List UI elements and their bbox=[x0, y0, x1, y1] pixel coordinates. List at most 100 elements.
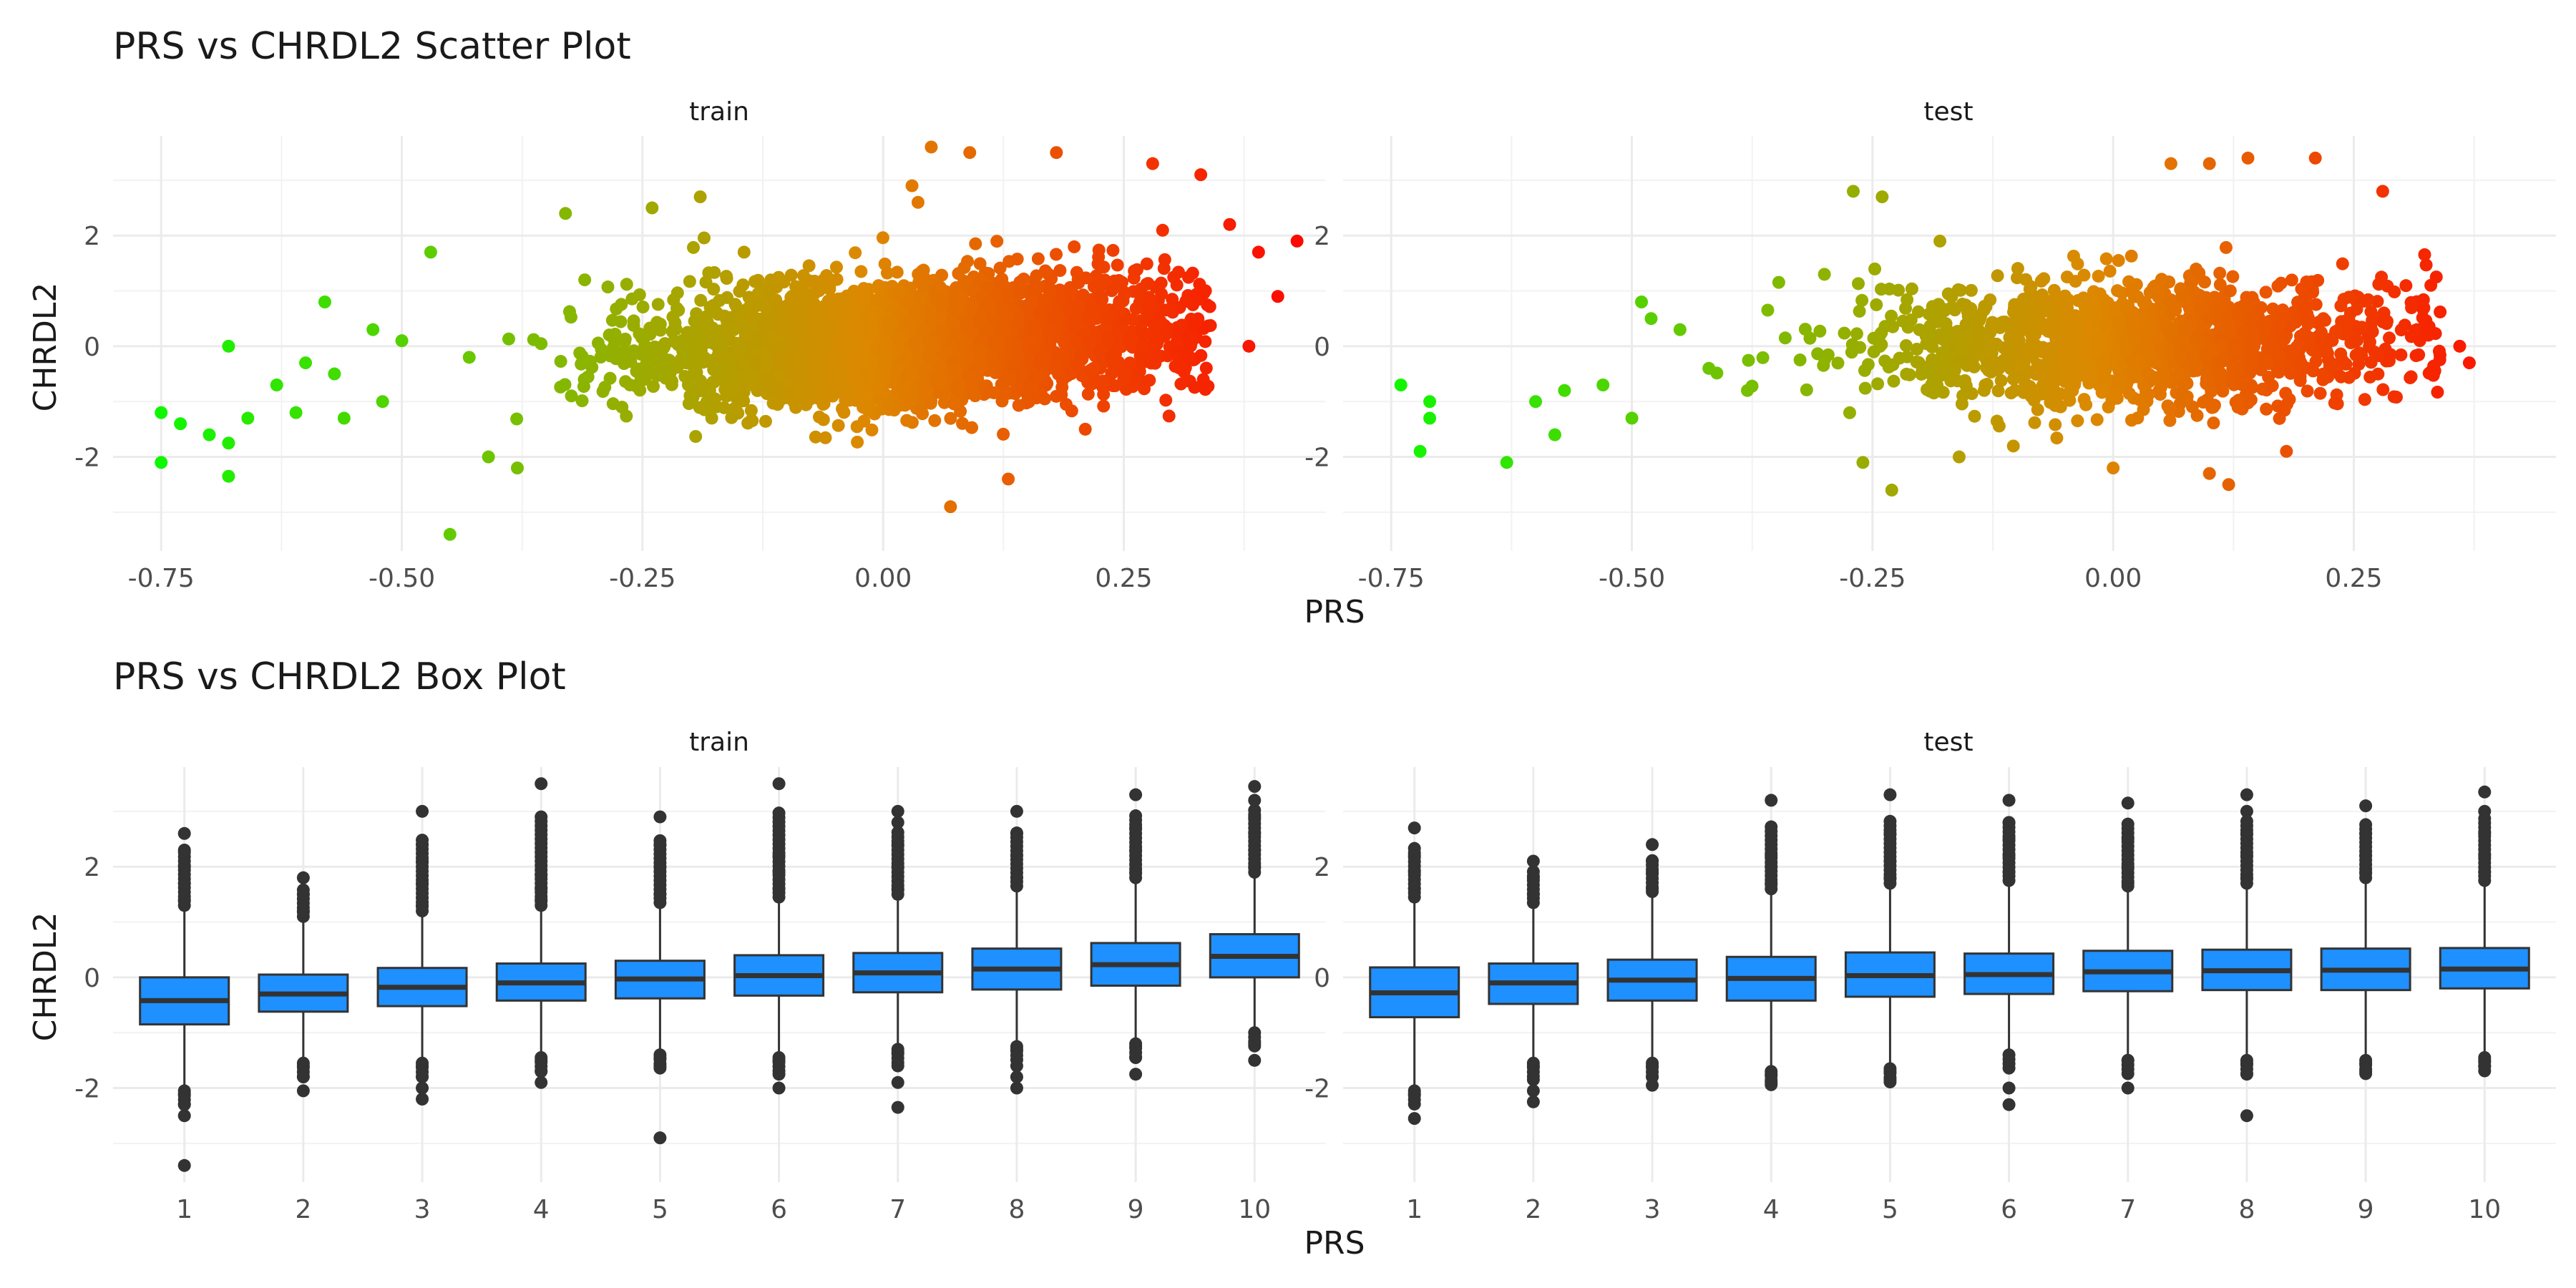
scatter-train-point bbox=[1017, 272, 1030, 286]
scatter-test-point bbox=[1933, 234, 1947, 248]
scatter-train-point bbox=[1028, 341, 1042, 355]
scatter-test-point bbox=[2232, 394, 2245, 407]
scatter-train-point bbox=[876, 231, 889, 245]
scatter-train-point bbox=[1199, 335, 1212, 348]
scatter-train-point bbox=[1063, 287, 1077, 301]
scatter-train-point bbox=[1177, 365, 1191, 379]
scatter-test-point bbox=[2238, 326, 2251, 339]
scatter-test-point bbox=[2137, 296, 2150, 309]
scatter-train-point bbox=[1049, 311, 1063, 324]
scatter-train-point bbox=[606, 397, 620, 411]
box-train-outlier bbox=[177, 826, 191, 840]
scatter-train-point bbox=[636, 301, 650, 314]
scatter-train-point bbox=[1143, 374, 1156, 387]
scatter-test-point bbox=[1858, 364, 1871, 377]
scatter-train-point bbox=[687, 359, 701, 373]
scatter-train-point bbox=[1097, 399, 1111, 413]
scatter-train-point bbox=[395, 334, 409, 348]
scatter-train-point bbox=[1050, 248, 1063, 261]
scatter-test-point bbox=[2071, 257, 2084, 270]
scatter-test-point bbox=[2259, 286, 2273, 299]
box-train-y-tick-label: 2 bbox=[84, 853, 100, 882]
scatter-train-point bbox=[933, 361, 947, 375]
box-title: PRS vs CHRDL2 Box Plot bbox=[113, 655, 566, 698]
scatter-train-point bbox=[222, 469, 235, 483]
scatter-train-point bbox=[1155, 287, 1169, 301]
scatter-train-point bbox=[963, 146, 977, 160]
scatter-test-point bbox=[2024, 280, 2038, 293]
scatter-train-point bbox=[881, 398, 894, 411]
scatter-train-point bbox=[665, 325, 679, 338]
scatter-train-point bbox=[1098, 273, 1112, 287]
scatter-train-point bbox=[893, 285, 907, 298]
scatter-train-point bbox=[222, 339, 235, 353]
scatter-test-point bbox=[1875, 190, 1889, 204]
scatter-train-point bbox=[1181, 331, 1194, 344]
box-train-x-tick-label: 1 bbox=[176, 1195, 192, 1224]
scatter-train-point bbox=[724, 323, 738, 337]
scatter-test-point bbox=[1980, 378, 1994, 391]
scatter-test-point bbox=[2157, 366, 2170, 380]
scatter-train-point bbox=[1111, 258, 1124, 272]
scatter-test-point bbox=[2316, 367, 2330, 381]
scatter-train-point bbox=[1128, 371, 1142, 385]
box-train-y-tick-label: -2 bbox=[74, 1075, 100, 1104]
scatter-train-point bbox=[847, 341, 860, 355]
scatter-train-point bbox=[821, 305, 835, 318]
scatter-train-point bbox=[896, 382, 909, 396]
scatter-test-point bbox=[2462, 356, 2476, 370]
scatter-train-point bbox=[578, 273, 592, 287]
scatter-train-point bbox=[831, 334, 845, 348]
scatter-test-point bbox=[2099, 252, 2113, 265]
scatter-test-point bbox=[2133, 393, 2147, 406]
scatter-test-point bbox=[1756, 351, 1770, 364]
scatter-test-point bbox=[1903, 368, 1916, 381]
scatter-train-point bbox=[1154, 276, 1168, 290]
scatter-test-point bbox=[2175, 291, 2188, 304]
scatter-test-point bbox=[2205, 401, 2219, 414]
scatter-test-point bbox=[1952, 450, 1966, 464]
scatter-train-point bbox=[510, 412, 524, 426]
scatter-test-point bbox=[1625, 411, 1639, 425]
scatter-train-point bbox=[581, 370, 595, 384]
scatter-y-axis-title: CHRDL2 bbox=[27, 283, 64, 412]
scatter-test-point bbox=[2077, 393, 2091, 406]
scatter-test-point bbox=[1635, 296, 1649, 308]
scatter-test-point bbox=[1800, 383, 1813, 396]
scatter-test-point bbox=[2111, 284, 2124, 298]
scatter-test-point bbox=[2223, 284, 2237, 298]
scatter-train-point bbox=[366, 323, 380, 336]
scatter-test-point bbox=[2434, 305, 2447, 318]
scatter-test-point bbox=[1413, 444, 1427, 458]
scatter-train-point bbox=[1105, 284, 1118, 298]
scatter-test-point bbox=[2162, 326, 2176, 339]
scatter-train-point bbox=[462, 351, 476, 364]
scatter-test-point bbox=[2409, 349, 2423, 363]
scatter-train-point bbox=[222, 436, 235, 450]
scatter-train-point bbox=[594, 351, 608, 364]
scatter-train-point bbox=[1028, 282, 1041, 296]
scatter-test-point bbox=[1951, 331, 1965, 344]
scatter-test-point bbox=[2182, 301, 2196, 315]
scatter-test-point bbox=[1928, 354, 1941, 368]
scatter-test-point bbox=[2107, 462, 2120, 474]
scatter-test-point bbox=[2006, 439, 2020, 453]
scatter-train-point bbox=[1022, 395, 1035, 409]
scatter-train-point bbox=[800, 349, 814, 363]
scatter-train-point bbox=[785, 328, 799, 341]
scatter-test-point bbox=[2215, 328, 2229, 342]
scatter-train-point bbox=[809, 371, 822, 385]
scatter-train-point bbox=[745, 414, 758, 427]
scatter-train-point bbox=[774, 357, 787, 371]
scatter-train-point bbox=[713, 294, 726, 308]
scatter-test-point bbox=[2031, 403, 2044, 416]
scatter-train-point bbox=[1053, 264, 1067, 278]
box-train-y-tick-label: 0 bbox=[84, 964, 100, 993]
scatter-test-point bbox=[2376, 383, 2390, 396]
scatter-train-point bbox=[914, 404, 928, 417]
scatter-test-point bbox=[2216, 354, 2230, 368]
scatter-train-point bbox=[1108, 379, 1122, 393]
scatter-test-point bbox=[2054, 400, 2067, 414]
scatter-train-point bbox=[1053, 283, 1067, 297]
box-y-axis-title: CHRDL2 bbox=[27, 912, 64, 1042]
